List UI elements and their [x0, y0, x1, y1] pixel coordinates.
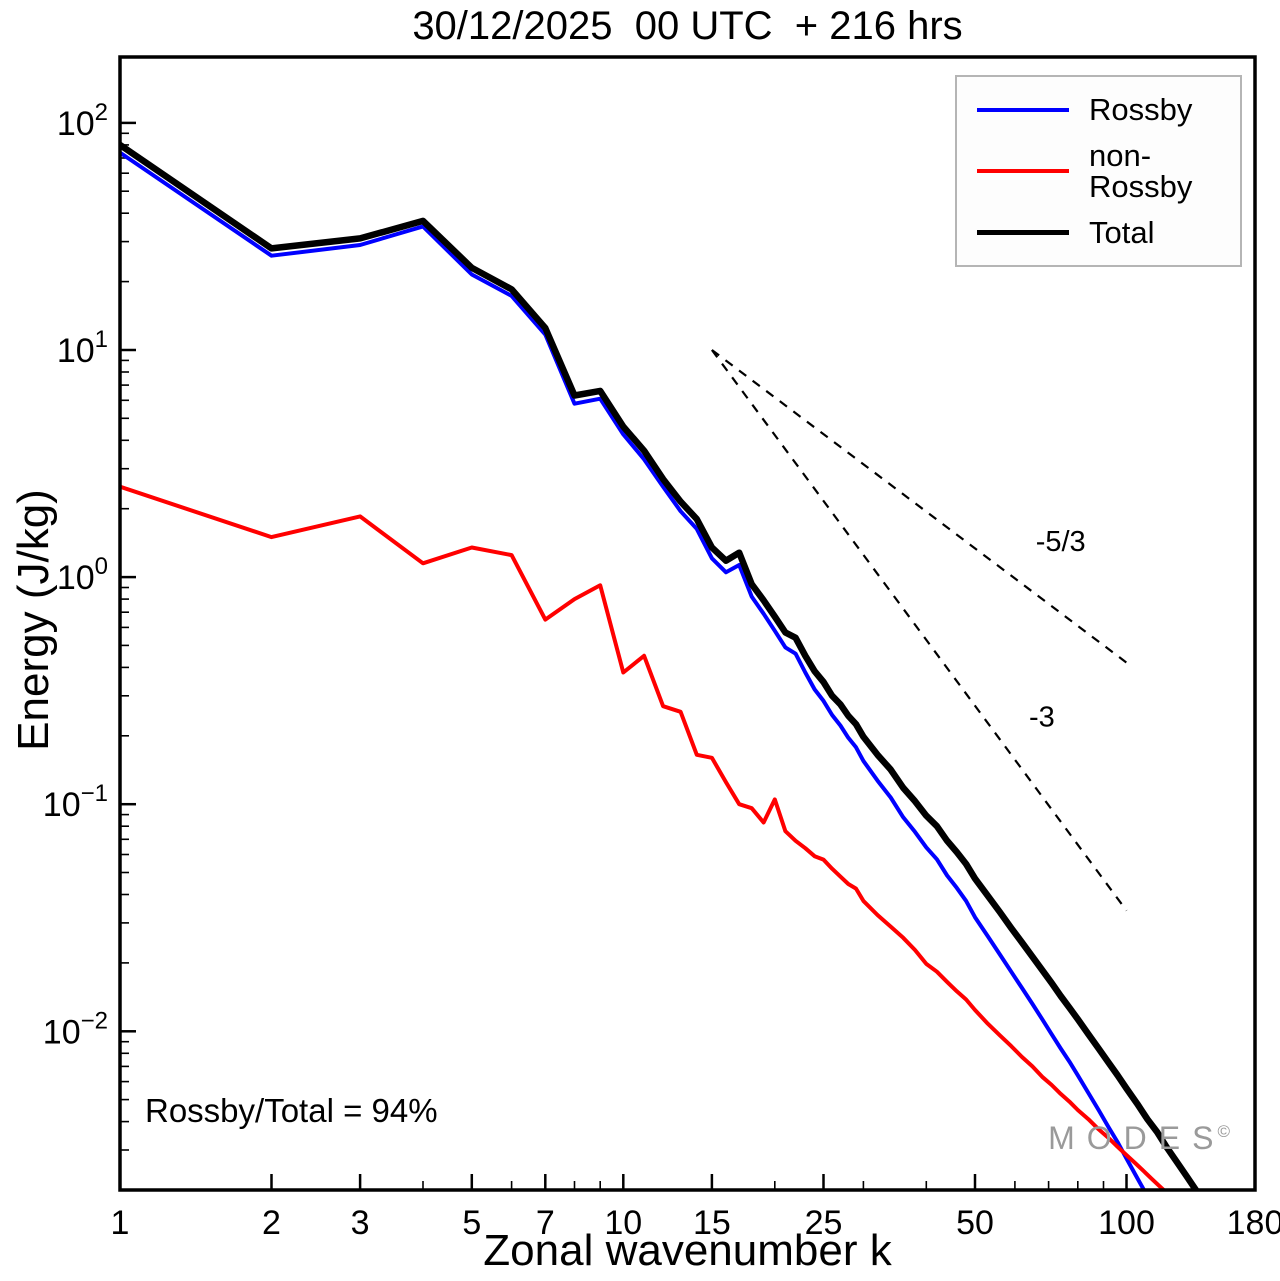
non-rossby-line	[120, 484, 1167, 1190]
svg-text:180: 180	[1227, 1204, 1280, 1242]
legend-item-non-rossby: non-Rossby	[977, 140, 1220, 202]
legend: Rossby non-Rossby Total	[955, 75, 1242, 267]
slope-label: -3	[1029, 701, 1055, 733]
svg-text:10−1: 10−1	[43, 780, 108, 824]
slope-label: -5/3	[1036, 526, 1086, 558]
non-rossby-line-swatch	[977, 168, 1069, 173]
copyright-symbol: ©	[1217, 1122, 1230, 1141]
svg-text:100: 100	[1098, 1204, 1155, 1242]
rossby-line	[120, 150, 1147, 1190]
svg-text:10−2: 10−2	[43, 1007, 108, 1051]
svg-text:7: 7	[536, 1204, 555, 1242]
svg-text:25: 25	[805, 1204, 843, 1242]
legend-item-rossby: Rossby	[977, 94, 1220, 125]
modes-watermark-text: MODES	[1048, 1120, 1226, 1156]
plot-frame	[118, 55, 1257, 1192]
legend-item-total: Total	[977, 217, 1220, 248]
legend-label-total: Total	[1089, 214, 1155, 250]
svg-text:10: 10	[604, 1204, 642, 1242]
svg-text:15: 15	[693, 1204, 731, 1242]
x-axis-label: Zonal wavenumber k	[483, 1226, 892, 1275]
total-line	[120, 141, 1200, 1190]
slope-minus-3-line: -3	[711, 349, 1128, 912]
legend-label-rossby: Rossby	[1089, 92, 1193, 128]
chart-title: 30/12/2025 00 UTC + 216 hrs	[412, 4, 963, 48]
rossby-line-swatch	[977, 107, 1069, 112]
svg-text:1: 1	[111, 1204, 130, 1242]
legend-label-non-rossby: non-Rossby	[1089, 137, 1193, 204]
modes-watermark: MODES©	[1048, 1120, 1238, 1157]
y-axis-label: Energy (J/kg)	[9, 489, 58, 751]
svg-text:50: 50	[956, 1204, 994, 1242]
total-line-swatch	[977, 229, 1069, 235]
svg-text:5: 5	[462, 1204, 481, 1242]
svg-text:3: 3	[351, 1204, 370, 1242]
x-axis-ticks: 1 2 3 5 7 10 15 25 50 100 180	[111, 1174, 1280, 1242]
svg-text:2: 2	[262, 1204, 281, 1242]
slope-minus-5-3-line: -5/3	[711, 349, 1128, 664]
rossby-total-ratio-annotation: Rossby/Total = 94%	[145, 1092, 438, 1129]
